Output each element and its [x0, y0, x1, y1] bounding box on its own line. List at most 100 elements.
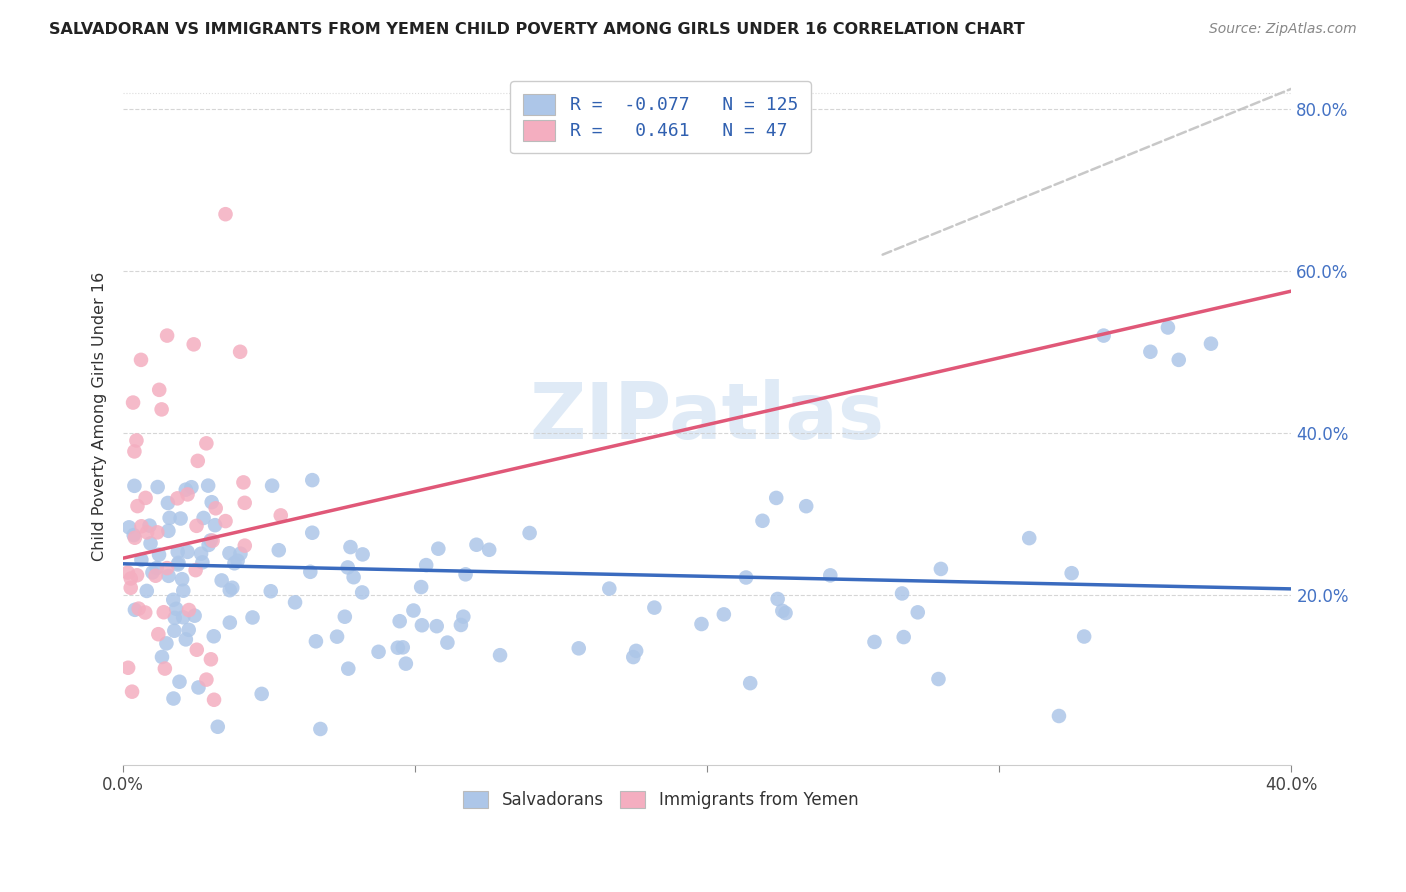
- Point: [453, 609, 475, 624]
- Point: [195, 673, 218, 687]
- Point: [454, 567, 477, 582]
- Point: [174, 632, 197, 647]
- Point: [186, 642, 208, 657]
- Point: [1073, 630, 1095, 644]
- Point: [260, 584, 283, 599]
- Point: [155, 636, 177, 650]
- Point: [172, 572, 194, 586]
- Point: [139, 536, 162, 550]
- Point: [195, 436, 218, 450]
- Point: [343, 570, 366, 584]
- Point: [391, 640, 413, 655]
- Point: [893, 630, 915, 644]
- Point: [190, 547, 212, 561]
- Point: [267, 543, 290, 558]
- Point: [124, 479, 146, 493]
- Point: [326, 630, 349, 644]
- Point: [204, 518, 226, 533]
- Point: [183, 337, 205, 351]
- Point: [301, 525, 323, 540]
- Text: SALVADORAN VS IMMIGRANTS FROM YEMEN CHILD POVERTY AMONG GIRLS UNDER 16 CORRELATI: SALVADORAN VS IMMIGRANTS FROM YEMEN CHIL…: [49, 22, 1025, 37]
- Point: [200, 533, 222, 548]
- Point: [337, 662, 360, 676]
- Point: [229, 547, 252, 561]
- Point: [127, 499, 149, 513]
- Point: [226, 554, 249, 568]
- Point: [187, 681, 209, 695]
- Point: [118, 520, 141, 534]
- Point: [169, 674, 191, 689]
- Point: [929, 562, 952, 576]
- Point: [301, 473, 323, 487]
- Point: [299, 565, 322, 579]
- Point: [125, 568, 148, 582]
- Point: [180, 480, 202, 494]
- Point: [157, 569, 180, 583]
- Point: [122, 395, 145, 409]
- Point: [156, 328, 179, 343]
- Point: [124, 531, 146, 545]
- Point: [224, 556, 246, 570]
- Point: [478, 542, 501, 557]
- Point: [128, 601, 150, 615]
- Point: [134, 606, 156, 620]
- Point: [191, 555, 214, 569]
- Point: [232, 475, 254, 490]
- Point: [152, 605, 174, 619]
- Point: [172, 583, 194, 598]
- Point: [176, 545, 198, 559]
- Point: [197, 478, 219, 492]
- Point: [643, 600, 665, 615]
- Point: [163, 624, 186, 638]
- Point: [202, 629, 225, 643]
- Point: [766, 592, 789, 607]
- Point: [218, 546, 240, 560]
- Point: [621, 650, 644, 665]
- Point: [159, 511, 181, 525]
- Point: [233, 496, 256, 510]
- Point: [122, 528, 145, 542]
- Point: [163, 611, 186, 625]
- Point: [907, 605, 929, 619]
- Point: [367, 645, 389, 659]
- Point: [150, 402, 173, 417]
- Point: [402, 603, 425, 617]
- Point: [157, 524, 180, 538]
- Point: [187, 454, 209, 468]
- Point: [120, 581, 142, 595]
- Point: [162, 691, 184, 706]
- Point: [891, 586, 914, 600]
- Point: [598, 582, 620, 596]
- Point: [411, 618, 433, 632]
- Point: [411, 580, 433, 594]
- Point: [262, 478, 284, 492]
- Point: [233, 539, 256, 553]
- Point: [197, 538, 219, 552]
- Point: [166, 491, 188, 506]
- Point: [568, 641, 591, 656]
- Point: [214, 514, 236, 528]
- Point: [1047, 709, 1070, 723]
- Point: [176, 487, 198, 501]
- Point: [415, 558, 437, 573]
- Point: [770, 604, 793, 618]
- Point: [162, 592, 184, 607]
- Point: [156, 496, 179, 510]
- Point: [339, 540, 361, 554]
- Point: [202, 692, 225, 706]
- Point: [218, 615, 240, 630]
- Point: [148, 548, 170, 562]
- Point: [148, 627, 170, 641]
- Point: [165, 602, 187, 616]
- Point: [131, 519, 153, 533]
- Point: [333, 609, 356, 624]
- Point: [250, 687, 273, 701]
- Point: [713, 607, 735, 622]
- Point: [218, 583, 240, 598]
- Point: [117, 661, 139, 675]
- Point: [146, 480, 169, 494]
- Point: [309, 722, 332, 736]
- Point: [305, 634, 328, 648]
- Y-axis label: Child Poverty Among Girls Under 16: Child Poverty Among Girls Under 16: [93, 272, 107, 561]
- Point: [388, 614, 411, 628]
